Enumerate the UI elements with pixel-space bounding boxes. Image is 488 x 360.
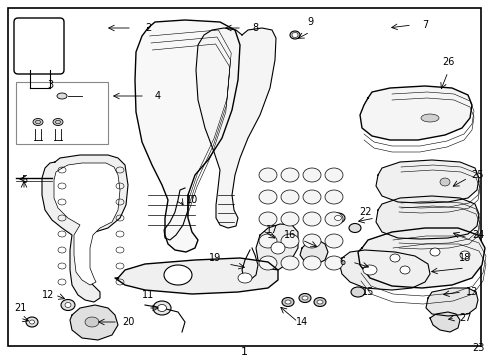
Text: 25: 25 — [471, 170, 483, 180]
Ellipse shape — [238, 273, 251, 283]
Text: 1: 1 — [240, 347, 247, 357]
Ellipse shape — [298, 293, 310, 302]
Ellipse shape — [289, 31, 299, 39]
Ellipse shape — [303, 190, 320, 204]
Polygon shape — [196, 28, 275, 228]
Ellipse shape — [29, 320, 35, 324]
Ellipse shape — [26, 317, 38, 327]
Ellipse shape — [325, 190, 342, 204]
Text: 18: 18 — [458, 253, 470, 263]
Ellipse shape — [259, 256, 276, 270]
Ellipse shape — [420, 114, 438, 122]
Ellipse shape — [57, 93, 67, 99]
Ellipse shape — [85, 317, 99, 327]
Ellipse shape — [325, 256, 342, 270]
Text: 20: 20 — [122, 317, 134, 327]
Text: 19: 19 — [208, 253, 221, 263]
Text: 4: 4 — [155, 91, 161, 101]
Ellipse shape — [153, 301, 171, 315]
Ellipse shape — [61, 300, 75, 310]
Ellipse shape — [259, 168, 276, 182]
Ellipse shape — [259, 190, 276, 204]
Ellipse shape — [316, 300, 323, 304]
Ellipse shape — [325, 168, 342, 182]
Ellipse shape — [303, 256, 320, 270]
Ellipse shape — [399, 266, 409, 274]
Ellipse shape — [281, 234, 298, 248]
Ellipse shape — [282, 297, 293, 306]
Ellipse shape — [285, 300, 290, 304]
Text: 17: 17 — [265, 225, 278, 235]
Ellipse shape — [291, 32, 297, 37]
Ellipse shape — [429, 248, 439, 256]
Text: 7: 7 — [421, 20, 427, 30]
Ellipse shape — [348, 224, 360, 233]
Text: 13: 13 — [465, 287, 477, 297]
Polygon shape — [299, 240, 327, 265]
Ellipse shape — [259, 212, 276, 226]
Ellipse shape — [334, 216, 341, 220]
Text: 3: 3 — [47, 80, 53, 90]
Text: 14: 14 — [295, 317, 307, 327]
Polygon shape — [135, 20, 240, 252]
Ellipse shape — [313, 297, 325, 306]
Ellipse shape — [281, 168, 298, 182]
Ellipse shape — [459, 251, 469, 259]
Ellipse shape — [163, 265, 192, 285]
Ellipse shape — [281, 190, 298, 204]
Ellipse shape — [53, 118, 63, 126]
Ellipse shape — [325, 234, 342, 248]
Ellipse shape — [303, 234, 320, 248]
Text: 12: 12 — [42, 290, 54, 300]
Polygon shape — [375, 160, 478, 203]
Ellipse shape — [303, 168, 320, 182]
Ellipse shape — [33, 118, 43, 126]
Ellipse shape — [259, 234, 276, 248]
Text: 26: 26 — [441, 57, 453, 67]
Polygon shape — [339, 250, 429, 290]
Ellipse shape — [302, 296, 307, 300]
Text: 24: 24 — [471, 230, 483, 240]
Polygon shape — [429, 312, 459, 332]
Polygon shape — [115, 258, 278, 294]
Polygon shape — [357, 228, 484, 288]
Ellipse shape — [350, 287, 364, 297]
Ellipse shape — [303, 212, 320, 226]
Polygon shape — [359, 86, 471, 140]
Polygon shape — [425, 288, 477, 316]
Text: 21: 21 — [14, 303, 26, 313]
Polygon shape — [54, 163, 120, 285]
Ellipse shape — [362, 265, 376, 275]
Text: 11: 11 — [142, 290, 154, 300]
Bar — [16, 82, 108, 144]
Ellipse shape — [325, 212, 342, 226]
Text: 22: 22 — [358, 207, 370, 217]
FancyBboxPatch shape — [14, 18, 64, 74]
Ellipse shape — [330, 213, 345, 223]
Text: 2: 2 — [144, 23, 151, 33]
Text: 6: 6 — [338, 257, 345, 267]
Text: 8: 8 — [251, 23, 258, 33]
Polygon shape — [375, 196, 478, 239]
Text: 9: 9 — [306, 17, 312, 27]
Polygon shape — [70, 305, 118, 340]
Ellipse shape — [281, 212, 298, 226]
Text: 15: 15 — [361, 287, 373, 297]
Ellipse shape — [270, 242, 285, 254]
Text: 27: 27 — [458, 313, 470, 323]
Text: 10: 10 — [185, 195, 198, 205]
Text: 23: 23 — [471, 343, 483, 353]
Ellipse shape — [389, 254, 399, 262]
Polygon shape — [256, 224, 297, 270]
Ellipse shape — [65, 302, 71, 307]
Text: 16: 16 — [284, 230, 296, 240]
Ellipse shape — [157, 305, 166, 311]
Ellipse shape — [439, 178, 449, 186]
Text: 5: 5 — [21, 175, 27, 185]
Ellipse shape — [281, 256, 298, 270]
Polygon shape — [42, 155, 128, 302]
